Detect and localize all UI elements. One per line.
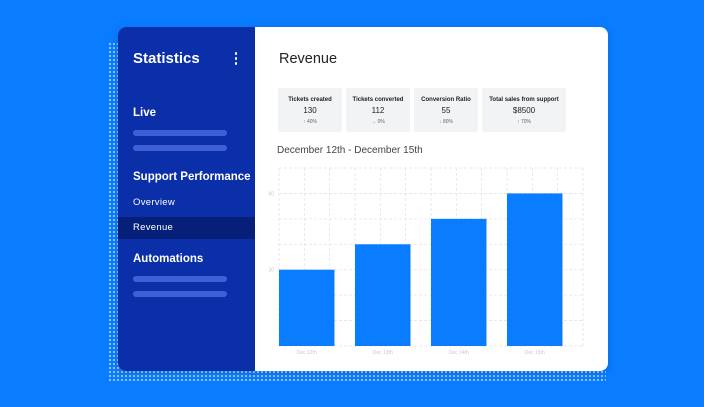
placeholder-bar <box>133 130 227 136</box>
card-value: 130 <box>303 106 317 115</box>
kebab-menu-icon[interactable] <box>232 52 240 66</box>
sidebar-title: Statistics <box>133 50 200 67</box>
placeholder-bar <box>133 276 227 282</box>
stat-card-tickets-created: Tickets created 130 ↑ 40% <box>278 88 342 132</box>
chart-bars <box>279 193 563 346</box>
x-tick-label: Dec 14th <box>449 350 469 356</box>
stat-card-total-sales: Total sales from support $8500 ↑ 70% <box>482 88 566 132</box>
card-label: Total sales from support <box>489 97 559 103</box>
card-delta: → 0% <box>346 119 410 125</box>
bar-3[interactable] <box>507 193 563 346</box>
card-delta: ↑ 70% <box>482 119 566 125</box>
chart-labels: Dec 12th Dec 13th Dec 14th Dec 15th 30 60 <box>268 191 545 356</box>
card-value: $8500 <box>512 106 536 115</box>
stat-card-tickets-converted: Tickets converted 112 → 0% <box>346 88 410 132</box>
section-live[interactable]: Live <box>133 107 157 119</box>
section-support-performance[interactable]: Support Performance <box>133 171 251 183</box>
card-delta: ↑ 40% <box>278 119 342 125</box>
page-title: Revenue <box>279 51 338 67</box>
y-tick-label: 30 <box>268 268 274 274</box>
revenue-bar-chart: Dec 12th Dec 13th Dec 14th Dec 15th 30 60 <box>268 167 584 356</box>
bar-1[interactable] <box>355 244 411 346</box>
card-value: 55 <box>441 106 451 115</box>
section-automations[interactable]: Automations <box>133 253 204 265</box>
delta-value: 80% <box>442 119 453 125</box>
y-tick-label: 60 <box>268 191 274 197</box>
card-value: 112 <box>371 106 385 115</box>
stat-card-conversion-ratio: Conversion Ratio 55 ↓ 80% <box>414 88 478 132</box>
delta-value: 0% <box>377 119 385 125</box>
card-delta: ↓ 80% <box>414 119 478 125</box>
arrow-up-icon: ↑ <box>303 119 306 125</box>
arrow-down-icon: ↓ <box>439 119 442 125</box>
card-label: Conversion Ratio <box>421 97 471 103</box>
delta-value: 70% <box>520 119 531 125</box>
main-panel: Revenue Tickets created 130 ↑ 40% Ticket… <box>255 27 608 371</box>
sidebar: Statistics Live Support Performance Over… <box>118 27 255 371</box>
card-label: Tickets created <box>288 97 332 103</box>
arrow-right-icon: → <box>371 119 377 125</box>
placeholder-bar <box>133 145 227 151</box>
delta-value: 40% <box>306 119 317 125</box>
stat-cards: Tickets created 130 ↑ 40% Tickets conver… <box>278 88 566 132</box>
arrow-up-icon: ↑ <box>517 119 520 125</box>
bar-0[interactable] <box>279 269 335 346</box>
app-window: Statistics Live Support Performance Over… <box>118 27 608 371</box>
card-label: Tickets converted <box>352 97 404 103</box>
x-tick-label: Dec 15th <box>525 350 545 356</box>
sidebar-item-revenue[interactable]: Revenue <box>118 217 255 239</box>
x-tick-label: Dec 13th <box>373 350 393 356</box>
sidebar-item-overview[interactable]: Overview <box>133 197 175 208</box>
bar-2[interactable] <box>431 218 487 346</box>
placeholder-bar <box>133 291 227 297</box>
date-range: December 12th - December 15th <box>277 145 423 156</box>
x-tick-label: Dec 12th <box>297 350 317 356</box>
